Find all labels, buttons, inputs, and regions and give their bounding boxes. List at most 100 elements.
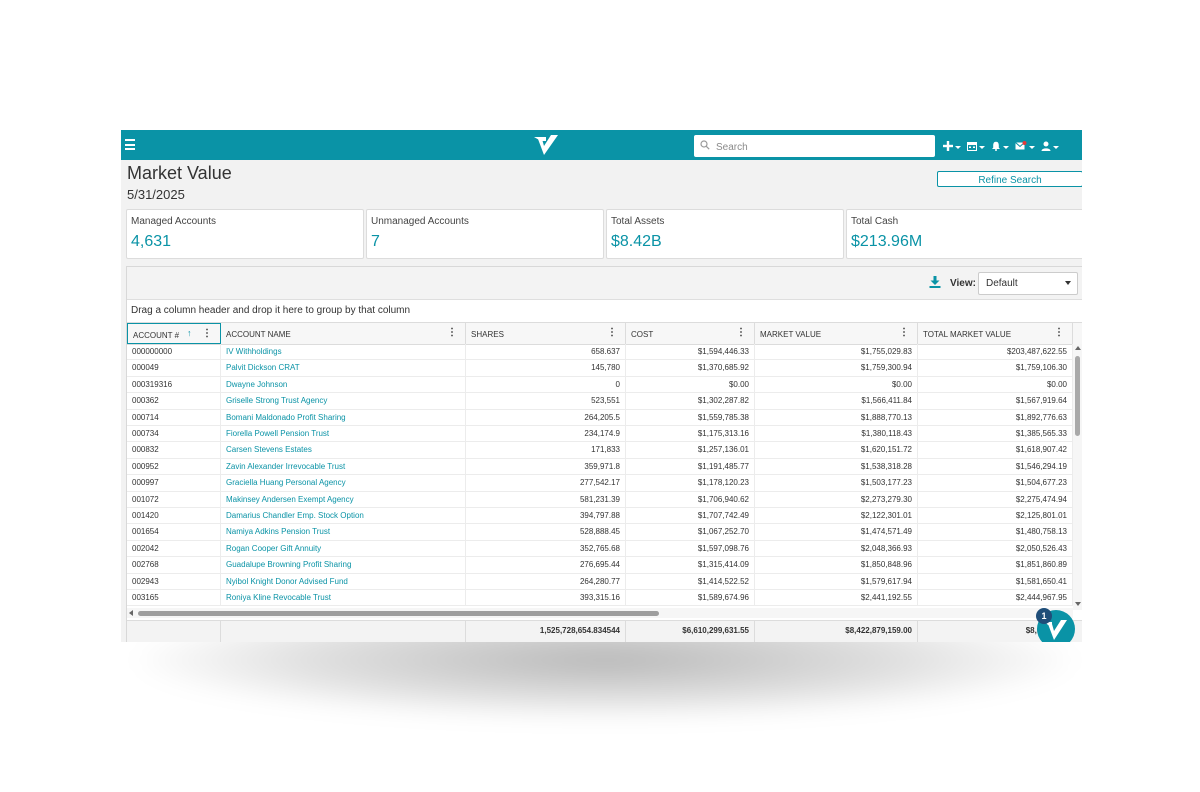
search-box[interactable] <box>694 135 935 157</box>
vertical-scrollbar[interactable] <box>1073 344 1082 610</box>
account-number-cell: 000997 <box>127 475 221 492</box>
table-row[interactable]: 001420 Damarius Chandler Emp. Stock Optio… <box>127 508 1073 525</box>
account-name-link[interactable]: Bomani Maldonado Profit Sharing <box>221 409 466 426</box>
total-market-value-cell: $1,759,106.30 <box>918 360 1073 377</box>
total-market-value-cell: $1,892,776.63 <box>918 409 1073 426</box>
column-menu-icon[interactable]: ⋮ <box>447 327 457 338</box>
user-icon <box>1041 141 1051 151</box>
scroll-down-icon[interactable] <box>1075 602 1081 606</box>
table-row[interactable]: 001072 Makinsey Andersen Exempt Agency 581… <box>127 491 1073 508</box>
account-name-link[interactable]: Namiya Adkins Pension Trust <box>221 524 466 541</box>
account-name-link[interactable]: Dwayne Johnson <box>221 376 466 394</box>
column-header-account-name[interactable]: ACCOUNT NAME ⋮ <box>221 323 466 344</box>
column-header-shares[interactable]: SHARES ⋮ <box>466 323 626 344</box>
account-name-link[interactable]: Zavin Alexander Irrevocable Trust <box>221 458 466 476</box>
account-number-cell: 000000000 <box>127 344 221 361</box>
card-label: Unmanaged Accounts <box>371 216 469 227</box>
account-number-cell: 003165 <box>127 590 221 606</box>
account-name-link[interactable]: Fiorella Powell Pension Trust <box>221 426 466 443</box>
column-menu-icon[interactable]: ⋮ <box>899 327 909 338</box>
account-name-link[interactable]: Graciella Huang Personal Agency <box>221 475 466 492</box>
account-name-link[interactable]: Carsen Stevens Estates <box>221 442 466 459</box>
user-menu[interactable] <box>1041 141 1059 151</box>
total-market-value-cell: $1,504,677.23 <box>918 475 1073 492</box>
market-value-cell: $1,566,411.84 <box>755 393 918 410</box>
table-row[interactable]: 002042 Rogan Cooper Gift Annuity 352,765.6… <box>127 540 1073 558</box>
table-row[interactable]: 001654 Namiya Adkins Pension Trust 528,888… <box>127 524 1073 541</box>
column-menu-icon[interactable]: ⋮ <box>202 328 212 339</box>
table-row[interactable]: 000952 Zavin Alexander Irrevocable Trust 3… <box>127 458 1073 476</box>
view-select[interactable]: Default <box>978 272 1078 295</box>
cost-cell: $1,707,742.49 <box>626 508 755 525</box>
cost-cell: $1,191,485.77 <box>626 458 755 476</box>
sort-ascending-icon[interactable]: ↑ <box>187 328 192 338</box>
table-row[interactable]: 000832 Carsen Stevens Estates 171,833 $1,25… <box>127 442 1073 459</box>
scroll-left-icon[interactable] <box>129 610 133 616</box>
bell-icon <box>992 141 1000 151</box>
search-input[interactable] <box>714 137 928 157</box>
table-row[interactable]: 000997 Graciella Huang Personal Agency 277… <box>127 475 1073 492</box>
table-row[interactable]: 000049 Palvit Dickson CRAT 145,780 $1,370,6… <box>127 360 1073 377</box>
refine-search-button[interactable]: Refine Search <box>937 171 1082 187</box>
calendar-icon <box>967 142 977 151</box>
card-managed-accounts: Managed Accounts 4,631 <box>126 209 364 259</box>
account-name-link[interactable]: Palvit Dickson CRAT <box>221 360 466 377</box>
shares-cell: 276,695.44 <box>466 557 626 574</box>
account-name-link[interactable]: Griselle Strong Trust Agency <box>221 393 466 410</box>
table-row[interactable]: 003165 Roniya Kline Revocable Trust 393,31… <box>127 590 1073 606</box>
column-header-market-value[interactable]: MARKET VALUE ⋮ <box>755 323 918 344</box>
plus-icon <box>943 141 953 151</box>
cost-cell: $1,597,098.76 <box>626 540 755 558</box>
total-market-value-cell: $1,851,860.89 <box>918 557 1073 574</box>
column-header-label: SHARES <box>471 330 504 339</box>
cost-cell: $1,589,674.96 <box>626 590 755 606</box>
table-row[interactable]: 000714 Bomani Maldonado Profit Sharing 264… <box>127 409 1073 426</box>
account-number-cell: 001654 <box>127 524 221 541</box>
cost-cell: $1,178,120.23 <box>626 475 755 492</box>
messages-menu[interactable] <box>1015 141 1035 151</box>
card-value: $8.42B <box>611 233 662 250</box>
table-row[interactable]: 002943 Nyibol Knight Donor Advised Fund 26… <box>127 573 1073 590</box>
column-header-label: MARKET VALUE <box>760 330 822 339</box>
table-row[interactable]: 000319316 Dwayne Johnson 0 $0.00 $0.00 $0.00 <box>127 376 1073 394</box>
total-market-value-cell: $2,050,526.43 <box>918 540 1073 558</box>
total-shares: 1,525,728,654.834544 <box>466 621 626 642</box>
account-name-link[interactable]: Makinsey Andersen Exempt Agency <box>221 491 466 508</box>
scroll-thumb[interactable] <box>1075 356 1080 436</box>
account-name-link[interactable]: Guadalupe Browning Profit Sharing <box>221 557 466 574</box>
table-row[interactable]: 002768 Guadalupe Browning Profit Sharing 2… <box>127 557 1073 574</box>
calendar-menu[interactable] <box>967 141 985 151</box>
total-market-value-cell: $1,480,758.13 <box>918 524 1073 541</box>
market-value-cell: $2,273,279.30 <box>755 491 918 508</box>
notifications-menu[interactable] <box>991 141 1009 151</box>
account-name-link[interactable]: Rogan Cooper Gift Annuity <box>221 540 466 558</box>
account-name-link[interactable]: Damarius Chandler Emp. Stock Option <box>221 508 466 525</box>
column-header-account-number[interactable]: ACCOUNT # ↑ ⋮ <box>127 323 221 344</box>
shares-cell: 528,888.45 <box>466 524 626 541</box>
column-menu-icon[interactable]: ⋮ <box>1054 327 1064 338</box>
table-row[interactable]: 000734 Fiorella Powell Pension Trust 234,1… <box>127 426 1073 443</box>
account-name-link[interactable]: Roniya Kline Revocable Trust <box>221 590 466 606</box>
column-menu-icon[interactable]: ⋮ <box>607 327 617 338</box>
table-row[interactable]: 000362 Griselle Strong Trust Agency 523,55… <box>127 393 1073 410</box>
add-menu[interactable] <box>943 141 961 151</box>
market-value-cell: $1,850,848.96 <box>755 557 918 574</box>
horizontal-scrollbar[interactable] <box>127 608 1073 618</box>
column-header-total-market-value[interactable]: TOTAL MARKET VALUE ⋮ <box>918 323 1073 344</box>
shares-cell: 0 <box>466 376 626 394</box>
total-cost: $6,610,299,631.55 <box>626 621 755 642</box>
scroll-up-icon[interactable] <box>1075 346 1081 350</box>
table-row[interactable]: 000000000 IV Withholdings 658.637 $1,594,44… <box>127 344 1073 361</box>
account-number-cell: 002943 <box>127 573 221 590</box>
column-menu-icon[interactable]: ⋮ <box>736 327 746 338</box>
hamburger-menu-icon[interactable] <box>125 139 135 151</box>
column-header-cost[interactable]: COST ⋮ <box>626 323 755 344</box>
download-icon[interactable] <box>929 276 941 288</box>
grid-toolbar: View: Default <box>127 267 1082 300</box>
total-market-value-cell: $2,275,474.94 <box>918 491 1073 508</box>
card-label: Managed Accounts <box>131 216 217 227</box>
scroll-thumb[interactable] <box>138 611 659 616</box>
toolbar-icons <box>943 138 1059 154</box>
account-name-link[interactable]: IV Withholdings <box>221 344 466 361</box>
account-name-link[interactable]: Nyibol Knight Donor Advised Fund <box>221 573 466 590</box>
